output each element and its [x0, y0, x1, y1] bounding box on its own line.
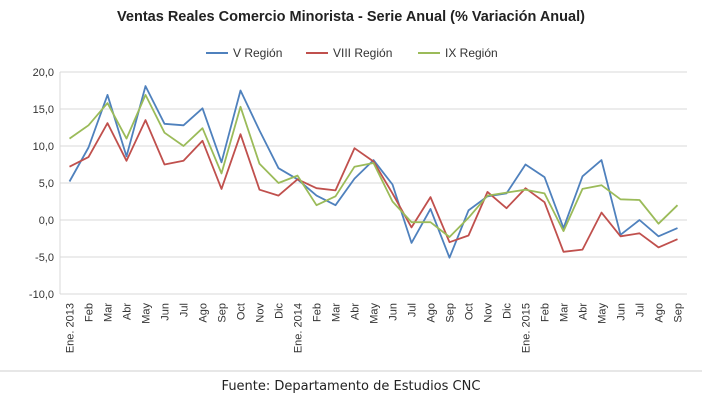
x-tick-label: Abr: [122, 303, 134, 320]
gridlines: [60, 71, 687, 295]
x-tick-label: Sep: [217, 303, 229, 323]
x-tick-label: Feb: [84, 303, 96, 322]
y-tick-label: -5,0: [35, 252, 54, 264]
x-tick-label: Mar: [103, 303, 115, 322]
x-tick-label: Nov: [255, 303, 267, 323]
x-tick-label: Ago: [654, 303, 666, 323]
x-tick-label: Ago: [198, 303, 210, 323]
y-tick-label: 20,0: [33, 67, 54, 79]
x-tick-label: Mar: [559, 303, 571, 322]
series-line-2: [69, 119, 678, 253]
y-tick-label: 10,0: [33, 141, 54, 153]
x-tick-label: Ene. 2014: [293, 303, 305, 353]
x-tick-label: Jun: [388, 303, 400, 321]
chart-title: Ventas Reales Comercio Minorista - Serie…: [117, 9, 585, 25]
x-tick-label: Jun: [616, 303, 628, 321]
x-tick-label: Abr: [350, 303, 362, 320]
legend-label: V Región: [233, 46, 282, 60]
y-tick-label: -10,0: [29, 289, 54, 301]
y-tick-label: 0,0: [39, 215, 54, 227]
x-tick-label: Sep: [445, 303, 457, 323]
series-line-3: [68, 94, 679, 238]
legend-label: IX Región: [445, 46, 498, 60]
x-tick-label: Abr: [578, 303, 590, 320]
x-tick-label: Jul: [407, 303, 419, 317]
x-tick-label: Ene. 2015: [521, 303, 533, 353]
legend: V Región VIII Región IX Región: [206, 46, 498, 60]
series-line-1: [68, 85, 678, 259]
x-tick-label: Oct: [236, 303, 248, 320]
y-axis: 20,0 15,0 10,0 5,0 0,0 -5,0 -10,0: [29, 67, 54, 301]
x-tick-label: Feb: [540, 303, 552, 322]
x-tick-label: Jul: [635, 303, 647, 317]
x-tick-label: Oct: [464, 303, 476, 320]
x-tick-label: Feb: [312, 303, 324, 322]
x-axis: Ene. 2013 Feb Mar Abr May Jun Jul Ago Sep Oct Nov D…: [65, 303, 685, 354]
x-tick-label: Sep: [673, 303, 685, 323]
x-tick-label: Mar: [331, 303, 343, 322]
x-tick-label: May: [597, 303, 609, 324]
x-tick-label: Dic: [502, 303, 514, 319]
x-tick-label: Dic: [274, 303, 286, 319]
x-tick-label: Jun: [160, 303, 172, 321]
x-tick-label: Jul: [179, 303, 191, 317]
x-tick-label: May: [141, 303, 153, 324]
x-tick-label: Ene. 2013: [65, 303, 77, 353]
source-note: Fuente: Departamento de Estudios CNC: [222, 379, 481, 394]
y-tick-label: 15,0: [33, 104, 54, 116]
x-tick-label: Nov: [483, 303, 495, 323]
y-tick-label: 5,0: [39, 178, 54, 190]
x-tick-label: Ago: [426, 303, 438, 323]
series-lines: [68, 85, 679, 259]
legend-label: VIII Región: [333, 46, 392, 60]
x-tick-label: May: [369, 303, 381, 324]
